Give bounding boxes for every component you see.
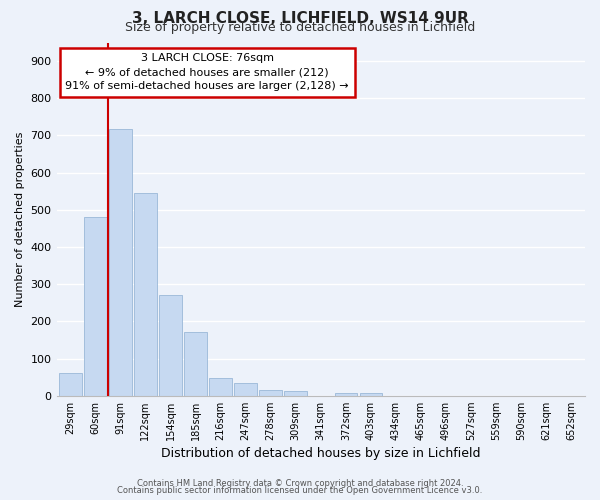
Bar [59,372,82,396]
Bar [209,378,232,396]
Text: 3 LARCH CLOSE: 76sqm
← 9% of detached houses are smaller (212)
91% of semi-detac: 3 LARCH CLOSE: 76sqm ← 9% of detached ho… [65,53,349,91]
Bar [84,217,107,396]
Bar [109,129,131,396]
Y-axis label: Number of detached properties: Number of detached properties [15,132,25,307]
Bar [359,393,382,396]
Bar [259,390,282,396]
Text: Size of property relative to detached houses in Lichfield: Size of property relative to detached ho… [125,22,475,35]
Bar [184,332,207,396]
Text: 3, LARCH CLOSE, LICHFIELD, WS14 9UR: 3, LARCH CLOSE, LICHFIELD, WS14 9UR [131,11,469,26]
Bar [284,391,307,396]
Text: Contains HM Land Registry data © Crown copyright and database right 2024.: Contains HM Land Registry data © Crown c… [137,478,463,488]
Bar [335,393,357,396]
Bar [159,294,182,396]
Text: Contains public sector information licensed under the Open Government Licence v3: Contains public sector information licen… [118,486,482,495]
Bar [235,384,257,396]
Bar [134,194,157,396]
X-axis label: Distribution of detached houses by size in Lichfield: Distribution of detached houses by size … [161,447,481,460]
